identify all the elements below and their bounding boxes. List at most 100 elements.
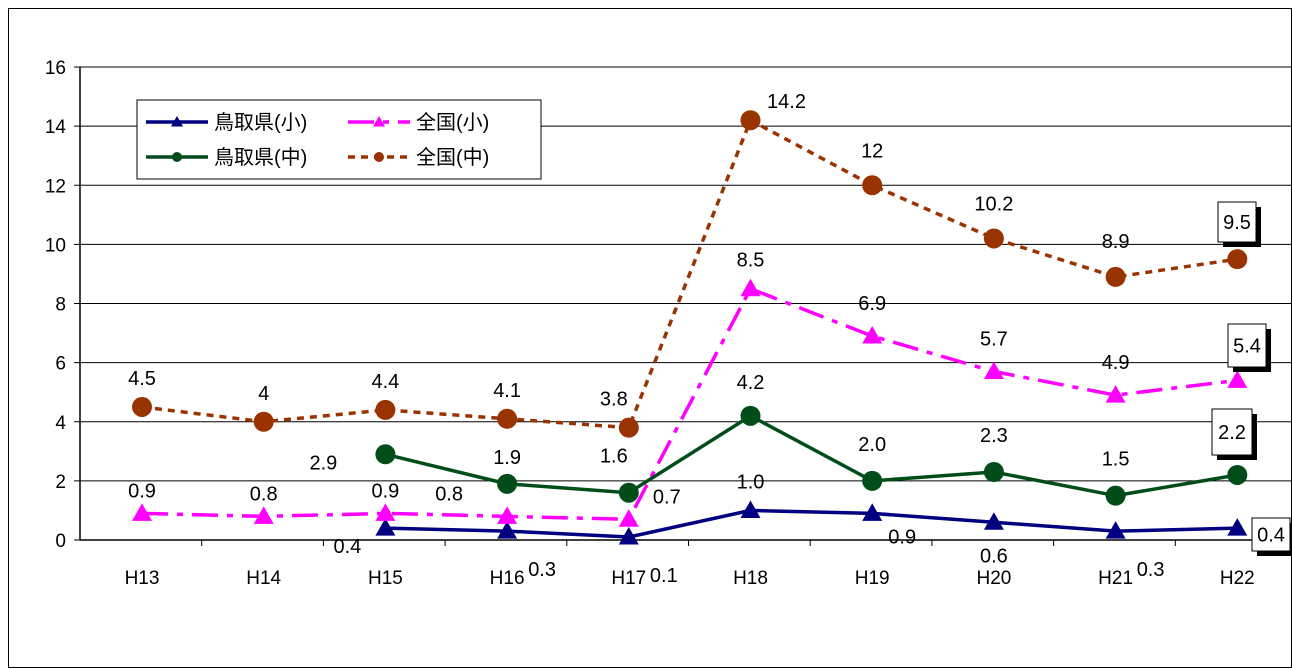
- data-label: 0.9: [888, 526, 916, 548]
- data-point-marker: [618, 482, 639, 503]
- data-point-marker: [375, 503, 396, 521]
- x-tick-label: H14: [246, 568, 281, 589]
- data-point-marker: [373, 116, 385, 127]
- data-point-marker: [497, 408, 518, 429]
- data-label: 2.0: [858, 434, 886, 456]
- gridlines: [80, 66, 1292, 482]
- data-label-box: [1211, 408, 1253, 456]
- data-label: 0.8: [250, 483, 278, 505]
- axes: 0 2 4 6 8 10 12 14 16 H13 H14 H15 H16 H17 H18 H19 H20 H21…: [45, 58, 1292, 589]
- x-tick-label: H20: [976, 568, 1011, 589]
- x-tick-label: H15: [368, 568, 403, 589]
- data-point-marker: [253, 506, 274, 524]
- data-point-marker: [983, 462, 1004, 483]
- data-point-marker: [740, 110, 761, 131]
- data-point-marker: [983, 361, 1004, 379]
- data-label: 0.4: [1257, 525, 1285, 547]
- y-tick-label: 14: [45, 117, 67, 138]
- series-line: [384, 413, 1238, 498]
- data-point-marker: [375, 444, 396, 465]
- data-point-marker: [618, 417, 639, 438]
- data-point-marker: [1105, 485, 1126, 506]
- data-point-marker: [1227, 464, 1248, 485]
- data-label: 0.9: [128, 480, 156, 502]
- data-point-marker: [862, 470, 883, 491]
- y-tick-label: 6: [55, 354, 66, 375]
- data-point-marker: [132, 396, 152, 417]
- y-tick-label: 4: [55, 413, 66, 434]
- data-point-marker: [375, 518, 396, 536]
- y-tick-label: 16: [45, 58, 66, 79]
- x-tick-label: H18: [733, 568, 768, 589]
- data-point-marker: [740, 500, 761, 518]
- data-point-marker: [1227, 518, 1248, 536]
- data-point-marker: [1105, 266, 1126, 287]
- legend: 鳥取県(小) 全国(小) 鳥取県(中) 全国(中): [136, 99, 542, 180]
- y-tick-label: 12: [45, 176, 66, 197]
- data-point-marker: [862, 326, 883, 344]
- data-label: 12: [861, 140, 883, 162]
- y-tick-label: 2: [55, 472, 66, 493]
- data-label: 0.4: [333, 536, 361, 558]
- data-label: 0.7: [653, 486, 681, 508]
- legend-label: 鳥取県(小): [214, 111, 307, 134]
- data-point-marker: [253, 411, 274, 432]
- data-label: 4.5: [128, 368, 156, 390]
- legend-label: 鳥取県(中): [214, 146, 307, 169]
- data-label: 9.5: [1223, 212, 1251, 234]
- data-point-marker: [618, 527, 639, 545]
- data-label-box: [1217, 201, 1257, 243]
- legend-box: [136, 99, 542, 180]
- data-point-marker: [1227, 370, 1248, 388]
- data-label: 1.5: [1102, 449, 1130, 471]
- data-point-marker: [497, 521, 518, 539]
- data-point-marker: [1105, 385, 1126, 403]
- data-label: 4.9: [1102, 352, 1130, 374]
- series-line: [385, 508, 1238, 539]
- data-label: 4.4: [371, 371, 399, 393]
- data-label: 3.8: [600, 389, 628, 411]
- data-label: 4.1: [493, 380, 521, 402]
- data-point-marker: [862, 175, 883, 196]
- data-labels: 0.4 0.3 0.1 1.0 0.9 0.6 0.3 0.4 0.9 0.8 0.9 0.8 0.7 8…: [128, 91, 1292, 587]
- y-tick-label: 0: [55, 531, 66, 552]
- data-label: 4: [258, 383, 269, 405]
- data-label: 14.2: [767, 91, 806, 113]
- x-tick-label: H19: [855, 568, 890, 589]
- data-label: 4.2: [737, 372, 765, 394]
- data-point-marker: [497, 473, 518, 494]
- data-point-marker: [983, 512, 1004, 530]
- data-label: 5.4: [1233, 336, 1261, 358]
- data-label: 10.2: [974, 193, 1013, 215]
- legend-label: 全国(中): [416, 146, 489, 169]
- data-label: 0.3: [1137, 559, 1165, 581]
- data-point-marker: [132, 503, 152, 521]
- data-label: 2.3: [980, 425, 1008, 447]
- data-label-box: [1251, 517, 1291, 552]
- data-point-marker: [375, 399, 396, 420]
- data-point-marker: [374, 152, 384, 162]
- data-point-marker: [1105, 521, 1126, 539]
- y-tick-label: 10: [45, 235, 66, 256]
- data-label: 1.9: [493, 447, 521, 469]
- data-label: 0.6: [980, 545, 1008, 567]
- data-label: 0.3: [528, 559, 556, 581]
- data-point-marker: [618, 509, 639, 527]
- x-tick-label: H16: [490, 568, 525, 589]
- data-point-marker: [171, 116, 183, 127]
- data-point-marker: [172, 152, 182, 162]
- data-point-marker: [740, 278, 761, 297]
- data-point-marker: [1227, 249, 1248, 270]
- data-label-box: [1227, 323, 1267, 368]
- data-point-marker: [862, 503, 883, 521]
- x-tick-label: H21: [1098, 568, 1133, 589]
- data-label: 0.8: [435, 483, 463, 505]
- data-label: 1.0: [737, 471, 765, 493]
- line-chart: 0 2 4 6 8 10 12 14 16 H13 H14 H15 H16 H17 H18 H19 H20 H21…: [45, 58, 1292, 589]
- data-point-marker: [740, 405, 761, 426]
- data-point-marker: [497, 506, 518, 524]
- x-tick-label: H22: [1220, 568, 1255, 589]
- data-label: 2.2: [1218, 422, 1246, 444]
- series-line: [141, 117, 1238, 430]
- data-label: 2.9: [309, 452, 337, 474]
